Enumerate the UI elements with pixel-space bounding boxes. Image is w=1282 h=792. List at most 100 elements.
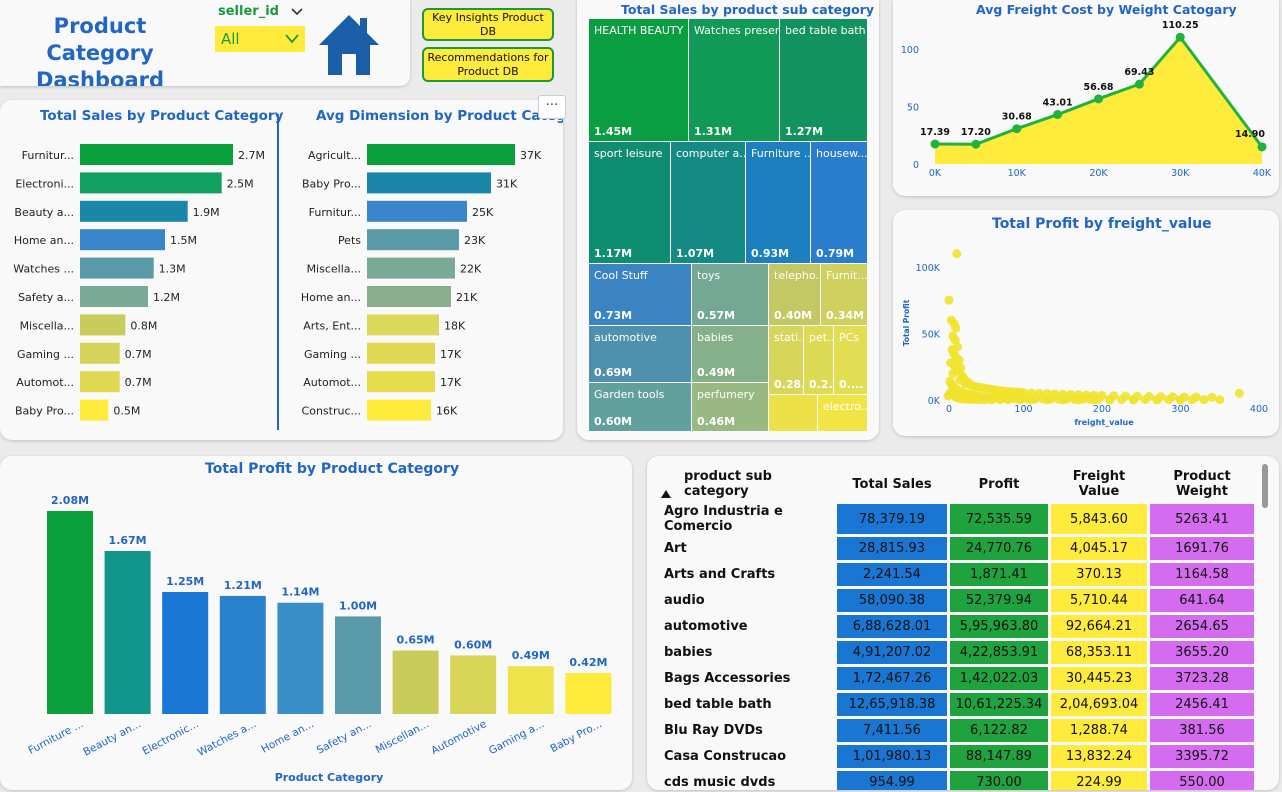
scatter-point[interactable] bbox=[1187, 395, 1197, 405]
treemap-tile[interactable]: perfumery 0.46M bbox=[692, 383, 769, 432]
avg-dimension-bar[interactable] bbox=[367, 172, 491, 194]
scatter-point[interactable] bbox=[1140, 395, 1150, 405]
sales-category-bar[interactable] bbox=[80, 399, 109, 421]
freight-point[interactable] bbox=[1134, 79, 1144, 89]
avg-dimension-bar[interactable] bbox=[367, 342, 435, 364]
key-insights-button[interactable]: Key Insights Product DB bbox=[422, 8, 554, 41]
scatter-point[interactable] bbox=[1128, 395, 1138, 405]
recommendations-button[interactable]: Recommendations for Product DB bbox=[422, 47, 554, 82]
freight-point[interactable] bbox=[930, 139, 940, 149]
treemap-tile[interactable]: pet... 0.2... bbox=[804, 326, 834, 395]
sales-category-bar[interactable] bbox=[80, 342, 120, 364]
scatter-point[interactable] bbox=[952, 249, 962, 259]
avg-dimension-bar[interactable] bbox=[367, 200, 467, 222]
scatter-point[interactable] bbox=[1117, 394, 1127, 404]
avg-dimension-bar[interactable] bbox=[367, 314, 439, 336]
avg-dimension-bar[interactable] bbox=[367, 399, 431, 421]
scatter-point[interactable] bbox=[1015, 395, 1025, 405]
sales-category-bar[interactable] bbox=[80, 200, 188, 222]
table-row[interactable]: Agro Industria e Comercio 78,379.19 72,535… bbox=[662, 504, 1254, 534]
freight-point[interactable] bbox=[1012, 124, 1022, 134]
table-scrollbar[interactable] bbox=[1262, 464, 1268, 508]
profit-category-bar[interactable] bbox=[47, 511, 93, 714]
scatter-point[interactable] bbox=[1207, 392, 1217, 402]
avg-dimension-bar[interactable] bbox=[367, 144, 515, 165]
scatter-point[interactable] bbox=[1026, 395, 1036, 405]
table-row[interactable]: bed table bath 12,65,918.38 10,61,225.34 2,… bbox=[662, 693, 1254, 716]
sales-category-bar[interactable] bbox=[80, 172, 222, 194]
freight-point[interactable] bbox=[971, 139, 981, 149]
freight-point[interactable] bbox=[1175, 32, 1185, 42]
seller-slicer-dropdown[interactable]: All bbox=[215, 26, 305, 52]
scatter-point[interactable] bbox=[987, 395, 997, 405]
treemap-tile[interactable]: Cool Stuff 0.73M bbox=[589, 264, 692, 326]
column-header-weight[interactable]: Product Weight bbox=[1173, 469, 1231, 499]
treemap-tile[interactable]: PCs 0.... bbox=[834, 326, 868, 395]
column-header-sales[interactable]: Total Sales bbox=[852, 476, 932, 492]
scatter-point[interactable] bbox=[948, 368, 958, 378]
table-row[interactable]: babies 4,91,207.02 4,22,853.91 68,353.11 365… bbox=[662, 641, 1254, 664]
scatter-point[interactable] bbox=[1176, 395, 1185, 405]
treemap-tile[interactable] bbox=[769, 395, 818, 432]
slicer-collapse-icon[interactable] bbox=[290, 4, 304, 18]
treemap-tile[interactable]: babies 0.49M bbox=[692, 326, 769, 383]
table-row[interactable]: Art 28,815.93 24,770.76 4,045.17 1691.76 bbox=[662, 537, 1254, 560]
sales-category-bar[interactable] bbox=[80, 144, 233, 165]
treemap-tile[interactable]: Furniture ... 0.93M bbox=[746, 142, 811, 264]
scatter-point[interactable] bbox=[1199, 395, 1209, 405]
treemap-tile[interactable]: electro... bbox=[818, 395, 868, 432]
table-row[interactable]: Casa Construcao 1,01,980.13 88,147.89 13,83… bbox=[662, 745, 1254, 768]
treemap-tile[interactable]: bed table bath 1.27M bbox=[780, 19, 868, 142]
column-header-profit[interactable]: Profit bbox=[978, 476, 1020, 492]
profit-category-bar[interactable] bbox=[507, 666, 554, 714]
scatter-point[interactable] bbox=[981, 395, 991, 405]
table-row[interactable]: cds music dvds 954.99 730.00 224.99 550.00 bbox=[662, 771, 1254, 790]
avg-dimension-bar[interactable] bbox=[367, 371, 435, 393]
treemap-tile[interactable]: telepho... 0.40M bbox=[769, 264, 821, 326]
profit-category-bar[interactable] bbox=[104, 551, 151, 714]
sales-category-bar[interactable] bbox=[80, 286, 148, 307]
treemap-tile[interactable]: automotive 0.69M bbox=[589, 326, 692, 383]
sales-category-bar[interactable] bbox=[80, 371, 120, 393]
treemap-tile[interactable]: computer a... 1.07M bbox=[671, 142, 746, 264]
scatter-point[interactable] bbox=[1234, 388, 1244, 398]
table-row[interactable]: Blu Ray DVDs 7,411.56 6,122.82 1,288.74 381.… bbox=[662, 719, 1254, 742]
avg-dimension-bar[interactable] bbox=[367, 229, 459, 251]
treemap-tile[interactable]: Watches present 1.31M bbox=[689, 19, 780, 142]
table-row[interactable]: Bags Accessories 1,72,467.26 1,42,022.03 30… bbox=[662, 667, 1254, 690]
sort-ascending-icon[interactable] bbox=[661, 483, 671, 498]
freight-point[interactable] bbox=[1053, 110, 1063, 120]
scatter-point[interactable] bbox=[995, 395, 1005, 405]
sales-category-bar[interactable] bbox=[80, 229, 165, 251]
table-row[interactable]: Arts and Crafts 2,241.54 1,871.41 370.13 116… bbox=[662, 563, 1254, 586]
profit-category-bar[interactable] bbox=[277, 602, 324, 714]
treemap-tile[interactable]: sport leisure 1.17M bbox=[589, 142, 671, 264]
scatter-point[interactable] bbox=[946, 315, 956, 325]
treemap-tile[interactable]: Garden tools 0.60M bbox=[589, 383, 692, 432]
column-header-subcategory[interactable]: product sub category bbox=[684, 469, 772, 499]
avg-dimension-bar[interactable] bbox=[367, 286, 451, 307]
scatter-point[interactable] bbox=[1164, 395, 1174, 405]
profit-category-bar[interactable] bbox=[162, 592, 209, 714]
scatter-point[interactable] bbox=[1215, 395, 1225, 405]
scatter-point[interactable] bbox=[1089, 395, 1099, 405]
sales-category-bar[interactable] bbox=[80, 314, 126, 336]
scatter-point[interactable] bbox=[1042, 395, 1052, 405]
profit-category-bar[interactable] bbox=[565, 673, 612, 714]
scatter-point[interactable] bbox=[1003, 395, 1013, 405]
treemap-tile[interactable]: housew... 0.79M bbox=[811, 142, 868, 264]
profit-category-bar[interactable] bbox=[450, 655, 497, 714]
column-header-freight[interactable]: Freight Value bbox=[1072, 469, 1126, 499]
treemap-tile[interactable]: stati... 0.28... bbox=[769, 326, 804, 395]
scatter-point[interactable] bbox=[1152, 395, 1162, 405]
treemap-tile[interactable]: HEALTH BEAUTY 1.45M bbox=[589, 19, 689, 142]
scatter-point[interactable] bbox=[944, 295, 954, 305]
avg-dimension-bar[interactable] bbox=[367, 257, 455, 279]
profit-category-bar[interactable] bbox=[335, 616, 381, 714]
treemap-tile[interactable]: toys 0.57M bbox=[692, 264, 769, 326]
more-options-icon[interactable]: ··· bbox=[538, 95, 566, 119]
profit-category-bar[interactable] bbox=[219, 595, 266, 714]
freight-point[interactable] bbox=[1257, 142, 1267, 152]
treemap-tile[interactable]: Furnit... 0.34M bbox=[821, 264, 868, 326]
scatter-point[interactable] bbox=[1105, 395, 1115, 405]
